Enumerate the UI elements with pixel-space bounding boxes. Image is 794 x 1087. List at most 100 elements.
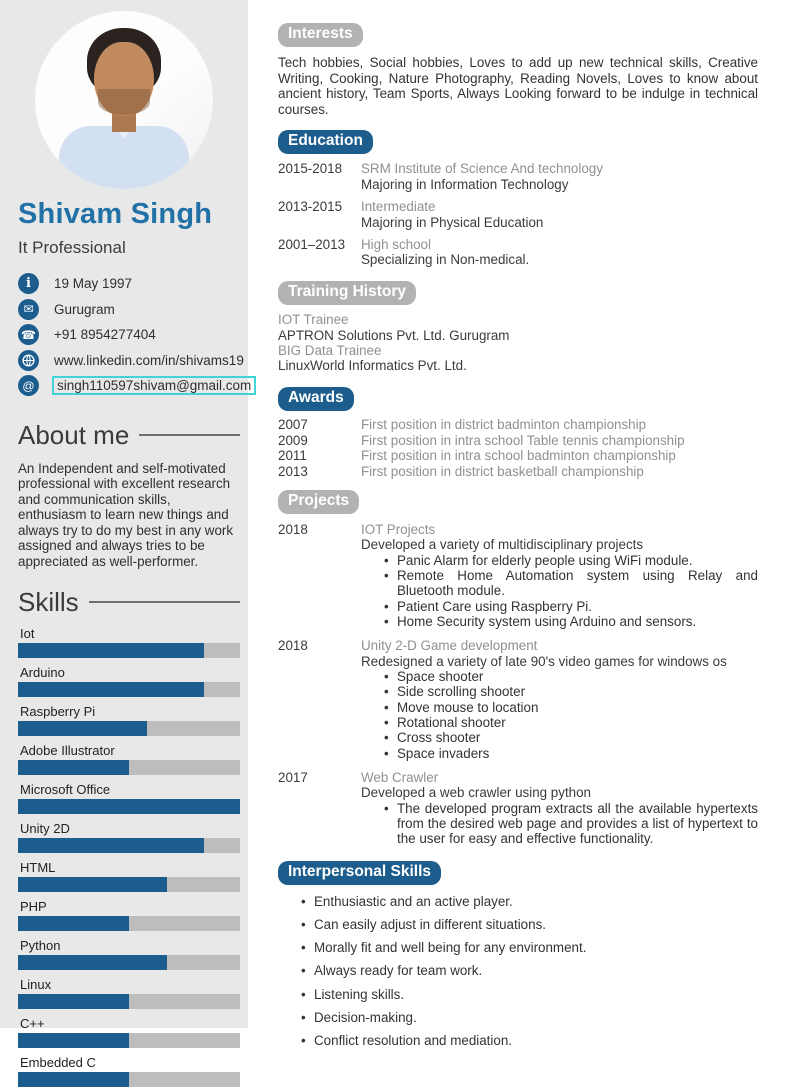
awards-badge: Awards [278,386,354,411]
skill-bar-fill [18,993,129,1009]
project-title: IOT Projects [361,521,436,537]
contact-row: www.linkedin.com/in/shivams19 [18,348,248,374]
award-entry: 2009 First position in intra school Table… [278,433,758,449]
project-bullet: Patient Care using Raspberry Pi. [383,599,758,615]
award-year: 2011 [278,448,307,464]
education-entry: 2015-2018 SRM Institute of Science And te… [278,161,758,193]
project-bullet: Home Security system using Arduino and s… [383,614,758,630]
award-entry: 2007 First position in district badminton… [278,417,758,433]
about-heading-text: About me [18,419,130,450]
skill-label: Linux [20,976,52,992]
contact-text: Gurugram [54,301,115,317]
main-column: Interests Tech hobbies, Social hobbies, … [278,0,758,1058]
skill-bar-track [18,642,240,658]
skill-item: Arduino [18,665,240,697]
person-title: It Professional [18,238,126,257]
education-years: 2015-2018 [278,161,343,177]
skill-item: Adobe Illustrator [18,743,240,775]
about-heading: About me [18,420,240,451]
skill-bar-track [18,876,240,892]
skill-bar-fill [18,876,167,892]
project-entry: 2018 Unity 2-D Game development Redesigned… [278,638,758,761]
skill-bar-fill [18,1071,129,1087]
skill-item: Embedded C [18,1055,240,1087]
skill-bar-track [18,798,240,814]
heading-rule [88,601,240,603]
projects-section: Projects 2018 IOT Projects Developed a var… [278,489,758,847]
skill-label: HTML [20,859,56,875]
award-year: 2009 [278,432,308,448]
skill-label: Adobe Illustrator [20,742,115,758]
avatar-face [94,42,154,116]
skill-item: Unity 2D [18,821,240,853]
project-description: Developed a variety of multidisciplinary… [361,537,644,553]
skill-item: C++ [18,1016,240,1048]
contact-row: i 19 May 1997 [18,271,248,297]
skills-heading: Skills [18,587,240,618]
email-link[interactable]: singh110597shivam@gmail.com [52,376,257,396]
project-description: Redesigned a variety of late 90's video … [361,653,727,669]
training-company: APTRON Solutions Pvt. Ltd. Gurugram [278,327,510,343]
skill-item: HTML [18,860,240,892]
skill-bar-track [18,681,240,697]
project-bullet: Panic Alarm for elderly people using WiF… [383,553,758,569]
training-role: BIG Data Trainee [278,342,382,358]
project-title: Unity 2-D Game development [361,638,538,654]
about-text: An Independent and self-motivated profes… [18,460,234,570]
training-history-section: Training History IOT Trainee APTRON Solut… [278,281,758,374]
sidebar: Shivam Singh It Professional i 19 May 199… [0,0,257,1087]
mail-icon: ✉ [18,298,39,320]
skill-bar-fill [18,681,205,697]
skill-label: Microsoft Office [20,781,111,797]
skill-label: Embedded C [20,1054,96,1070]
education-years: 2001–2013 [278,236,346,252]
skill-label: Unity 2D [20,820,70,836]
project-bullet: Space shooter [383,669,758,685]
project-bullet: Space invaders [383,746,758,762]
contact-row: @ singh110597shivam@gmail.com [18,373,257,399]
at-icon: @ [18,375,39,397]
skill-bar-fill [18,798,240,814]
education-body: Intermediate Majoring in Physical Educati… [361,199,758,231]
award-text: First position in district badminton cha… [361,416,647,432]
award-year: 2013 [278,464,308,480]
skill-item: Python [18,938,240,970]
contact-row: ☎ +91 8954277404 [18,322,248,348]
skill-bar-track [18,837,240,853]
education-entry: 2001–2013 High school Specializing in Non-… [278,237,758,269]
avatar-beard [98,89,150,115]
training-history-badge: Training History [278,281,416,306]
project-entry: 2018 IOT Projects Developed a variety of m… [278,521,758,630]
contact-text: +91 8954277404 [54,327,156,343]
project-body: Unity 2-D Game development Redesigned a v… [361,638,758,761]
project-bullet: Cross shooter [383,730,758,746]
education-major: Majoring in Information Technology [361,177,569,193]
awards-section: Awards 2007 First position in district ba… [278,386,758,480]
skill-item: Raspberry Pi [18,704,240,736]
project-description: Developed a web crawler using python [361,785,592,801]
skill-bar-fill [18,759,129,775]
education-entry: 2013-2015 Intermediate Majoring in Physica… [278,199,758,231]
skill-label: C++ [20,1015,45,1031]
education-years: 2013-2015 [278,198,343,214]
skill-bar-fill [18,720,147,736]
contact-row: ✉ Gurugram [18,297,248,323]
education-badge: Education [278,130,373,155]
interpersonal-bullet: Listening skills. [301,987,758,1002]
project-year: 2018 [278,638,308,654]
skill-label: Iot [20,625,35,641]
education-school: High school [361,236,431,252]
skill-label: Python [20,937,61,953]
contact-text: 19 May 1997 [54,276,133,292]
award-entry: 2011 First position in intra school badmi… [278,448,758,464]
skill-bar-fill [18,954,167,970]
project-year: 2018 [278,521,308,537]
globe-icon [18,349,39,371]
skill-bar-track [18,1071,240,1087]
project-entries: 2018 IOT Projects Developed a variety of m… [278,522,758,847]
project-bullet: Rotational shooter [383,715,758,731]
education-school: SRM Institute of Science And technology [361,161,603,177]
linkedin-link[interactable]: www.linkedin.com/in/shivams19 [54,352,244,368]
interpersonal-bullet: Enthusiastic and an active player. [301,894,758,909]
skill-label: PHP [20,898,47,914]
